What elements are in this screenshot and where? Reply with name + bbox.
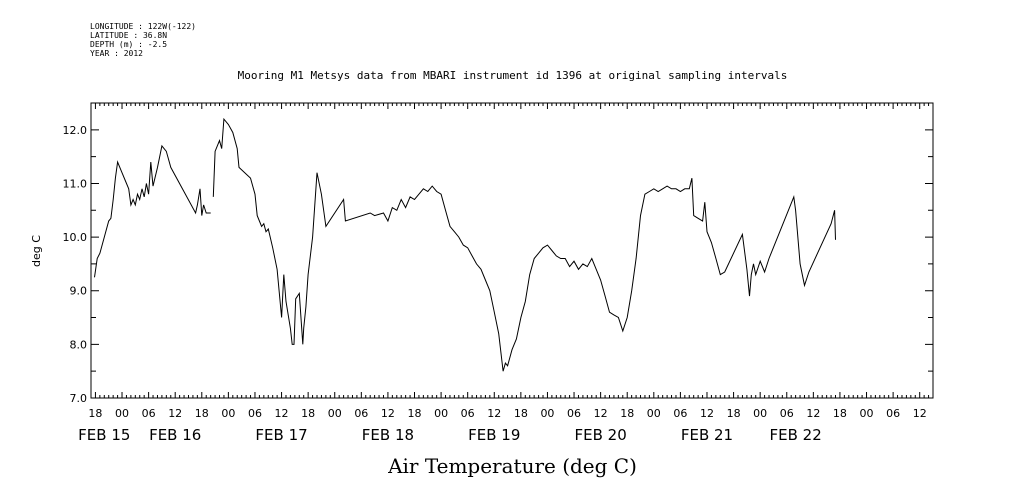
x-date-label: FEB 20 (574, 426, 626, 444)
plot-frame (90, 102, 934, 399)
x-tick-label: 18 (408, 407, 422, 420)
y-tick-label: 7.0 (70, 392, 88, 405)
x-tick-label: 06 (886, 407, 900, 420)
y-tick-label: 11.0 (63, 177, 88, 190)
x-date-label: FEB 22 (769, 426, 821, 444)
y-tick-label: 10.0 (63, 231, 88, 244)
x-tick-label: 18 (727, 407, 741, 420)
series-line (94, 144, 211, 278)
year-label: YEAR : 2012 (90, 49, 143, 58)
x-tick-label: 18 (195, 407, 209, 420)
x-date-label: FEB 19 (468, 426, 520, 444)
x-axis-title: Air Temperature (deg C) (388, 454, 637, 478)
x-tick-label: 12 (168, 407, 182, 420)
x-tick-label: 06 (142, 407, 156, 420)
x-tick-label: 12 (487, 407, 501, 420)
x-tick-label: 00 (115, 407, 129, 420)
x-tick-label: 00 (434, 407, 448, 420)
x-tick-label: 12 (806, 407, 820, 420)
x-tick-label: 18 (833, 407, 847, 420)
latitude-label: LATITUDE : 36.8N (90, 31, 168, 40)
x-tick-label: 12 (700, 407, 714, 420)
x-tick-label: 00 (328, 407, 342, 420)
x-tick-label: 00 (221, 407, 235, 420)
x-date-label: FEB 21 (681, 426, 733, 444)
x-date-label: FEB 17 (255, 426, 307, 444)
y-ticks (91, 102, 933, 399)
x-tick-label: 06 (354, 407, 368, 420)
axis-layer: 7.0 8.0 9.0 10.0 11.0 12.0 18 00 06 12 18 00 06 12 18 0… (63, 102, 934, 444)
x-tick-label: 18 (514, 407, 528, 420)
x-tick-label: 06 (673, 407, 687, 420)
chart-title: Mooring M1 Metsys data from MBARI instru… (237, 69, 788, 82)
series-line (212, 117, 836, 372)
x-tick-label: 12 (275, 407, 289, 420)
y-tick-label: 9.0 (70, 285, 88, 298)
y-tick-label: 8.0 (70, 338, 88, 351)
longitude-label: LONGITUDE : 122W(-122) (90, 22, 196, 31)
x-tick-label: 06 (567, 407, 581, 420)
x-tick-label: 06 (780, 407, 794, 420)
x-tick-label: 00 (753, 407, 767, 420)
mooring-metadata: LONGITUDE : 122W(-122) LATITUDE : 36.8N … (90, 22, 196, 58)
x-tick-label: 06 (248, 407, 262, 420)
x-date-label: FEB 16 (149, 426, 201, 444)
depth-label: DEPTH (m) : -2.5 (90, 40, 168, 49)
x-tick-label: 12 (913, 407, 927, 420)
series-layer (94, 117, 836, 372)
x-tick-label: 18 (301, 407, 315, 420)
x-tick-label: 12 (381, 407, 395, 420)
x-date-label: FEB 15 (78, 426, 130, 444)
y-tick-label: 12.0 (63, 124, 88, 137)
y-axis-label: deg C (30, 235, 43, 267)
x-tick-label: 00 (540, 407, 554, 420)
x-tick-label: 18 (620, 407, 634, 420)
x-tick-label: 00 (860, 407, 874, 420)
x-tick-label: 12 (594, 407, 608, 420)
x-tick-label: 18 (88, 407, 102, 420)
x-tick-label: 06 (461, 407, 475, 420)
x-date-label: FEB 18 (362, 426, 414, 444)
x-minor-ticks (90, 103, 934, 398)
x-tick-label: 00 (647, 407, 661, 420)
